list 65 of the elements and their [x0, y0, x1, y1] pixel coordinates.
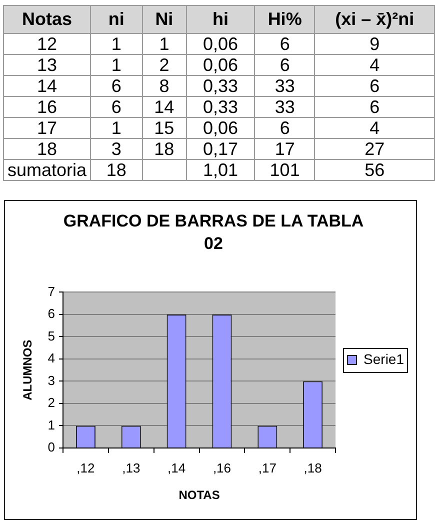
text: 1	[111, 55, 122, 75]
text: 101	[270, 160, 300, 180]
y-axis-title: ALUMNOS	[20, 340, 35, 400]
text: 6	[111, 76, 122, 96]
y-tick-label: 1	[48, 417, 55, 432]
category-label: (xi – x̄)²ni	[314, 6, 434, 34]
text: 18	[106, 160, 126, 180]
text: 6	[280, 34, 290, 54]
category-label: Ni	[142, 6, 186, 34]
text: 15	[154, 118, 174, 138]
text: 13	[36, 55, 57, 75]
text: 0,17	[203, 139, 238, 159]
text: 9	[370, 34, 380, 54]
text: 14	[154, 97, 174, 117]
text: 6	[111, 97, 122, 117]
x-tick-label: ,17	[258, 460, 276, 476]
category-label: hi	[186, 6, 255, 34]
text: 0,33	[203, 97, 238, 117]
x-tick-label: ,18	[304, 460, 322, 476]
x-tick-label: ,13	[122, 460, 140, 476]
text: 17	[274, 139, 295, 159]
text: 1	[111, 118, 122, 138]
y-tick-label: 7	[48, 284, 55, 299]
text: 0,06	[203, 55, 238, 75]
text: 14	[36, 76, 57, 96]
text: 33	[274, 76, 295, 96]
text: sumatoria	[7, 160, 86, 180]
text: 6	[370, 97, 380, 117]
text: 0,06	[203, 118, 238, 138]
text: 4	[370, 55, 380, 75]
y-tick-label: 0	[48, 440, 55, 455]
chart-title: GRAFICO DE BARRAS DE LA TABLA 02	[63, 212, 364, 253]
text: 6	[280, 118, 290, 138]
text: 1,01	[203, 160, 238, 180]
y-tick-label: 6	[48, 306, 55, 322]
text: 6	[370, 76, 380, 96]
text: 2	[159, 55, 170, 75]
y-tick-label: 3	[48, 372, 55, 388]
text: 33	[274, 97, 295, 117]
text: 18	[36, 139, 57, 159]
y-tick-label: 5	[48, 328, 55, 344]
text: 18	[154, 139, 174, 159]
text: 4	[370, 118, 380, 138]
text: 8	[159, 76, 170, 96]
x-tick-label: ,12	[76, 460, 95, 476]
x-axis-title: NOTAS	[178, 488, 220, 502]
text: 27	[364, 139, 385, 159]
text: 17	[36, 118, 57, 138]
x-tick-label: ,16	[212, 460, 232, 476]
category-label: Notas	[4, 6, 90, 34]
text: 16	[36, 97, 57, 117]
legend-label: Serie1	[364, 350, 404, 367]
x-tick-label: ,14	[168, 460, 186, 476]
text: 6	[280, 55, 290, 75]
text: 12	[36, 34, 57, 54]
category-label: Hi%	[254, 6, 315, 34]
category-label: ni	[90, 6, 142, 34]
text: 1	[111, 34, 122, 54]
text: 0,33	[203, 76, 238, 96]
text: 1	[159, 34, 170, 54]
text: 3	[111, 139, 122, 159]
y-tick-label: 2	[48, 395, 55, 410]
text: 0,06	[203, 34, 238, 54]
text: 56	[364, 160, 385, 180]
y-tick-label: 4	[48, 350, 55, 366]
